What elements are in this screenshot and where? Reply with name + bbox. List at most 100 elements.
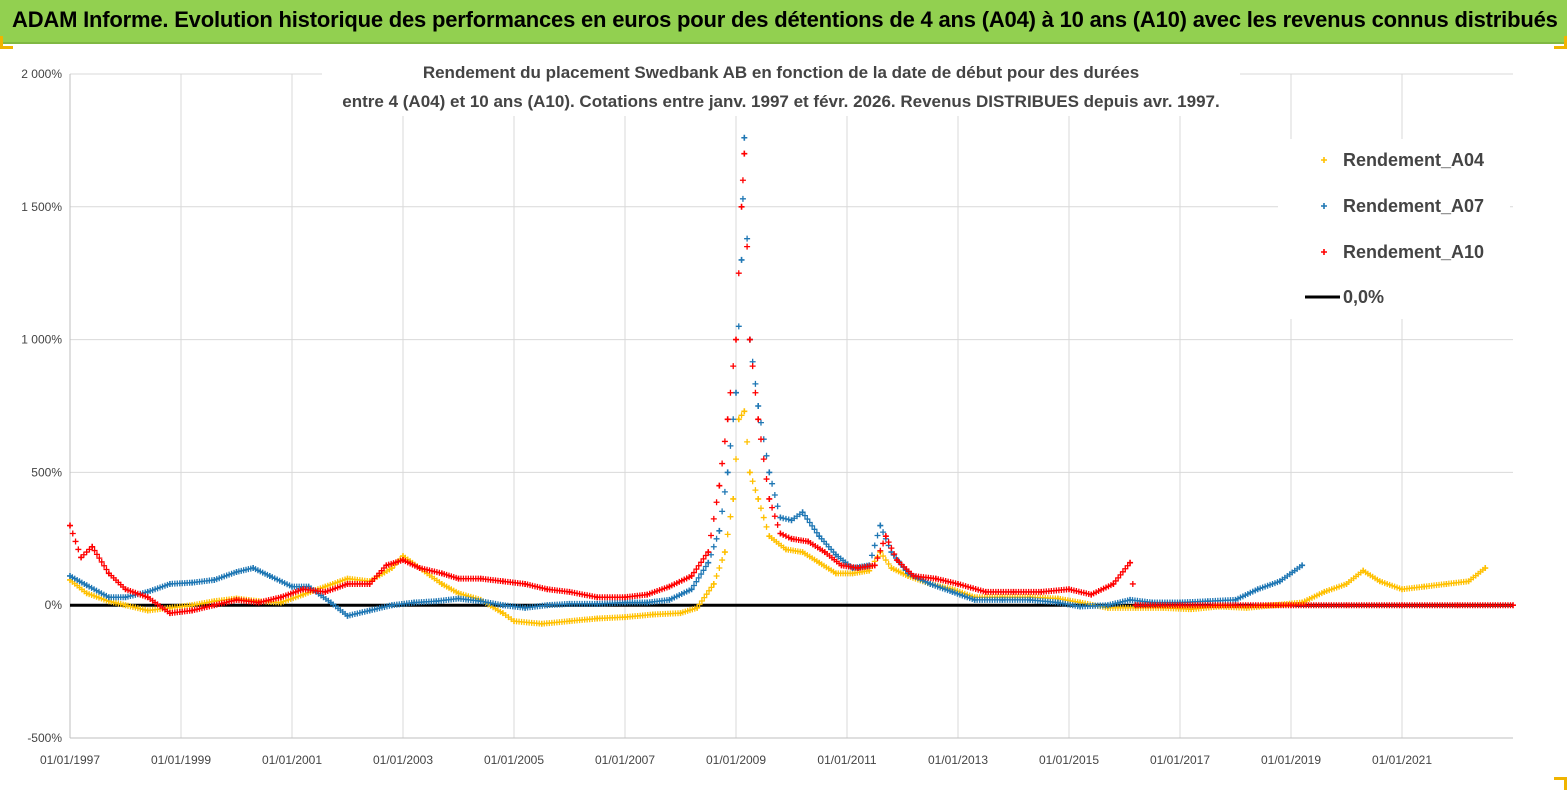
data-point-fill	[996, 596, 1003, 603]
data-point-fill	[782, 515, 789, 522]
x-tick-label: 01/01/2019	[1261, 753, 1321, 767]
data-point-fill	[733, 456, 739, 463]
data-point-fill	[208, 602, 215, 609]
data-point-fill	[752, 487, 759, 494]
data-point-fill	[952, 580, 959, 587]
data-point	[777, 514, 784, 521]
data-point	[716, 482, 723, 489]
data-point-fill	[591, 615, 598, 622]
banner-title: ADAM Informe. Evolution historique des p…	[12, 7, 1558, 32]
data-point-fill	[297, 592, 304, 599]
data-point-fill	[1124, 562, 1131, 569]
data-point	[738, 203, 745, 210]
data-point-fill	[749, 478, 756, 485]
data-point-fill	[1479, 566, 1486, 573]
data-point-fill	[103, 566, 110, 573]
data-point-fill	[1296, 564, 1303, 571]
data-point-fill	[69, 530, 76, 537]
x-tick-label: 01/01/1999	[151, 753, 211, 767]
y-tick-label: 2 000%	[21, 67, 62, 81]
y-tick-label: 1 500%	[21, 200, 62, 214]
data-point-fill	[744, 235, 751, 242]
data-point-fill	[414, 563, 421, 570]
data-point-fill	[880, 540, 887, 547]
data-series	[67, 134, 1516, 627]
data-point-fill	[819, 547, 826, 554]
data-point-fill	[713, 572, 720, 579]
data-point-fill	[874, 555, 881, 562]
data-point-fill	[698, 598, 705, 605]
data-point-fill	[724, 531, 731, 538]
data-point-fill	[908, 570, 915, 577]
data-point-fill	[880, 553, 887, 560]
data-point-fill	[231, 569, 238, 576]
corner-mark-top-right	[1554, 36, 1567, 49]
data-point-fill	[186, 602, 193, 609]
legend-label: Rendement_A10	[1343, 242, 1484, 262]
data-point-fill	[744, 438, 751, 445]
data-point-fill	[475, 597, 482, 604]
data-point-fill	[1052, 599, 1059, 606]
x-tick-label: 01/01/2015	[1039, 753, 1099, 767]
data-point-fill	[101, 562, 108, 569]
data-point-fill	[708, 584, 715, 591]
data-point	[735, 416, 742, 423]
data-point-fill	[980, 588, 987, 595]
legend-reference-label: 0,0%	[1343, 287, 1384, 307]
data-point-fill	[695, 574, 702, 581]
series-Rendement_A10	[67, 150, 1516, 617]
data-point-fill	[1024, 596, 1031, 603]
data-point-fill	[303, 583, 310, 590]
data-point-fill	[508, 616, 515, 623]
header-banner: ADAM Informe. Evolution historique des p…	[0, 0, 1567, 44]
y-tick-label: -500%	[27, 731, 62, 745]
data-point-fill	[693, 578, 700, 585]
data-point-fill	[619, 614, 626, 621]
data-point-fill	[696, 601, 703, 608]
data-point-fill	[1318, 590, 1325, 597]
data-point-fill	[364, 608, 371, 615]
data-point-fill	[342, 581, 349, 588]
data-point-fill	[690, 569, 697, 576]
data-point-fill	[103, 592, 110, 599]
data-point-fill	[830, 549, 837, 556]
data-point-fill	[802, 538, 809, 545]
data-point-fill	[1129, 580, 1136, 587]
data-point-fill	[969, 596, 976, 603]
data-point-fill	[695, 562, 702, 569]
data-point-fill	[81, 588, 88, 595]
data-point-fill	[541, 585, 548, 592]
legend-background	[1278, 139, 1510, 319]
data-point-fill	[885, 561, 892, 568]
data-point	[741, 134, 748, 141]
data-point-fill	[1252, 587, 1259, 594]
data-point-fill	[591, 593, 598, 600]
legend-marker	[1321, 157, 1327, 163]
data-point-fill	[186, 607, 193, 614]
data-point-fill	[519, 580, 526, 587]
corner-mark-top-left	[0, 36, 13, 49]
data-point-fill	[727, 442, 734, 449]
data-point	[705, 559, 712, 566]
data-point-fill	[325, 597, 332, 604]
x-tick-label: 01/01/2021	[1372, 753, 1432, 767]
data-point-fill	[342, 610, 349, 617]
data-point-fill	[863, 568, 870, 575]
data-point-fill	[757, 436, 764, 443]
data-point-fill	[1117, 571, 1124, 578]
data-point	[766, 495, 773, 502]
data-point-fill	[641, 591, 648, 598]
data-point-fill	[811, 526, 818, 533]
data-point	[877, 522, 884, 529]
data-point-fill	[716, 565, 723, 572]
data-point-fill	[1229, 602, 1236, 609]
data-point-fill	[700, 567, 707, 574]
data-point-fill	[663, 584, 670, 591]
data-point-fill	[286, 582, 293, 589]
data-point-fill	[1035, 588, 1042, 595]
data-point-fill	[86, 546, 93, 553]
data-point-fill	[591, 600, 598, 607]
data-point-fill	[871, 542, 878, 549]
data-point-fill	[386, 602, 393, 609]
data-point-fill	[120, 601, 127, 608]
